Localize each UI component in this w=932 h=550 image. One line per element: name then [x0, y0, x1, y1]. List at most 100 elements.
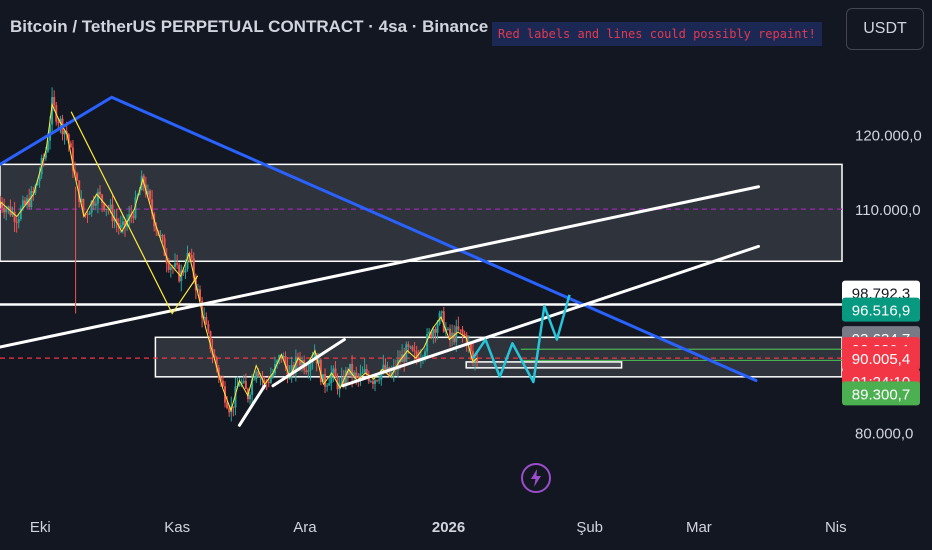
- candle-body: [203, 317, 206, 319]
- zone-box: [465, 361, 623, 369]
- candle-body: [403, 354, 406, 362]
- candle-body: [251, 379, 254, 395]
- candle-body: [344, 370, 347, 386]
- candle-body: [119, 225, 122, 228]
- candle-body: [28, 198, 31, 207]
- zone-box: [154, 336, 843, 378]
- candle-body: [80, 198, 83, 202]
- candle-body: [313, 353, 316, 360]
- candle-body: [328, 383, 331, 386]
- candle-body: [82, 198, 85, 214]
- y-tick-label: 80.000,0: [855, 426, 913, 443]
- candle-body: [378, 379, 381, 381]
- candle-body: [17, 219, 20, 223]
- trend-line: [271, 338, 346, 388]
- candle-body: [51, 97, 54, 125]
- candle-body: [115, 218, 118, 224]
- candle-body: [301, 360, 304, 366]
- candle-body: [290, 364, 293, 374]
- trend-line: [0, 185, 761, 349]
- candle-body: [469, 343, 472, 352]
- candle-body: [334, 368, 337, 377]
- candle-body: [376, 380, 379, 382]
- zone-box: [0, 163, 843, 263]
- candle-body: [424, 351, 427, 357]
- candle-body: [109, 204, 112, 210]
- candle-body: [299, 360, 302, 366]
- candle-body: [132, 215, 135, 219]
- candle-body: [446, 328, 449, 330]
- candle-body: [184, 268, 187, 273]
- y-tick-label: 120.000,0: [855, 128, 922, 145]
- candle-body: [309, 362, 312, 371]
- candle-body: [430, 331, 433, 338]
- candle-body: [440, 311, 443, 313]
- candle-body: [357, 376, 360, 379]
- candle-body: [238, 384, 241, 387]
- candle-body: [361, 372, 364, 374]
- x-tick-label: Eki: [30, 519, 51, 536]
- candle-body: [346, 370, 349, 375]
- candle-body: [426, 333, 429, 352]
- candle-body: [234, 386, 237, 408]
- candle-body: [332, 368, 335, 373]
- candle-body: [457, 326, 460, 330]
- candle-body: [219, 377, 222, 381]
- candle-body: [111, 204, 114, 222]
- candle-body: [7, 206, 10, 209]
- candle-body: [413, 350, 416, 352]
- candle-body: [232, 406, 235, 408]
- candle-body: [259, 376, 262, 378]
- candle-body: [442, 311, 445, 332]
- candle-body: [267, 382, 270, 384]
- candle-body: [409, 346, 412, 348]
- candle-body: [253, 379, 256, 381]
- candle-body: [74, 170, 77, 174]
- candle-body: [155, 226, 158, 231]
- price-label-bg: [842, 346, 920, 371]
- candle-body: [349, 363, 352, 375]
- candle-body: [96, 191, 99, 204]
- candle-body: [205, 317, 208, 325]
- candle-body: [380, 370, 383, 380]
- candle-body: [263, 380, 266, 382]
- price-label-bg: [842, 297, 920, 322]
- candle-body: [78, 180, 81, 202]
- candle-body: [269, 376, 272, 383]
- chart-title: Bitcoin / TetherUS PERPETUAL CONTRACT · …: [10, 17, 489, 36]
- candle-body: [13, 211, 16, 222]
- trend-line-blue: [0, 95, 758, 383]
- candle-body: [30, 191, 33, 207]
- candle-body: [284, 355, 287, 366]
- candle-body: [351, 363, 354, 378]
- x-tick-label: Mar: [686, 519, 712, 536]
- candle-body: [355, 372, 358, 377]
- candle-body: [142, 175, 145, 185]
- candle-body: [319, 359, 322, 383]
- candle-body: [228, 408, 231, 413]
- candle-body: [46, 140, 49, 152]
- candle-body: [124, 221, 127, 227]
- candle-body: [365, 369, 368, 375]
- candle-body: [261, 376, 264, 381]
- candle-body: [24, 200, 27, 205]
- candle-body: [305, 370, 308, 373]
- candle-body: [26, 198, 29, 205]
- lightning-bolt-icon[interactable]: [521, 463, 551, 493]
- currency-button[interactable]: USDT: [846, 8, 924, 50]
- candle-body: [11, 211, 14, 216]
- candle-body: [182, 270, 185, 273]
- candle-body: [188, 253, 191, 256]
- price-label: 89.300,7: [852, 386, 910, 403]
- candle-body: [213, 354, 216, 358]
- candle-body: [244, 380, 247, 390]
- candle-body: [209, 331, 212, 350]
- candle-body: [176, 263, 179, 265]
- candle-body: [105, 208, 108, 210]
- candle-body: [5, 208, 8, 213]
- candle-body: [149, 190, 152, 200]
- candle-body: [146, 190, 149, 195]
- price-label: 96.516,9: [852, 303, 910, 320]
- candle-body: [371, 381, 374, 384]
